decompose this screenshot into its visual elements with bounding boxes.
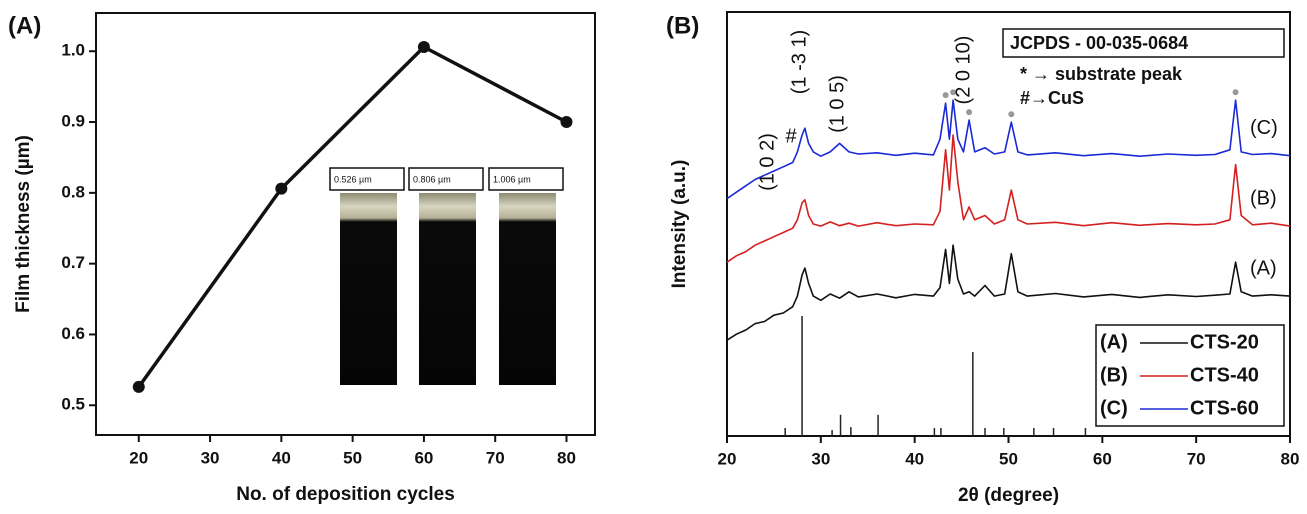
legend-box: [1095, 324, 1285, 427]
y-tick-label: 0.9: [61, 112, 85, 131]
x-tick-label: 70: [486, 448, 505, 467]
inset-label: 1.006 µm: [493, 174, 531, 184]
x-tick-label: 60: [414, 448, 433, 467]
panel-label: (A): [8, 12, 41, 39]
legend-tag: (A): [1100, 331, 1128, 353]
annotation: #: [785, 125, 797, 147]
x-tick-label: 40: [905, 449, 924, 468]
curve-label: (B): [1250, 187, 1277, 209]
y-tick-label: 1.0: [61, 41, 85, 60]
x-tick-label: 80: [1281, 449, 1300, 468]
inset-image: [499, 193, 556, 385]
plot-frame: [95, 12, 596, 436]
legend-label: CTS-40: [1190, 364, 1259, 386]
substrate-marker: [966, 109, 973, 116]
inset-image: [419, 193, 476, 385]
key-entry: * → substrate peak: [1020, 64, 1183, 84]
substrate-marker: [1232, 89, 1239, 96]
reference-card-box: [1002, 28, 1285, 58]
legend-tag: (B): [1100, 364, 1128, 386]
substrate-marker: [1008, 111, 1015, 118]
annotation: (2 0 10): [952, 36, 974, 105]
y-tick-label: 0.8: [61, 182, 85, 201]
xrd-pattern: [726, 134, 1291, 263]
inset-label-box: [488, 167, 564, 191]
x-axis-title: No. of deposition cycles: [236, 484, 455, 505]
x-tick-label: 20: [129, 448, 148, 467]
y-axis-title: Film thickness (µm): [13, 135, 34, 313]
x-axis-title: 2θ (degree): [958, 485, 1059, 506]
annotation: (1 -3 1): [788, 30, 810, 94]
inset-label: 0.806 µm: [413, 174, 451, 184]
y-tick-label: 0.6: [61, 324, 85, 343]
point: [132, 380, 145, 393]
x-tick-label: 70: [1187, 449, 1206, 468]
substrate-marker: [942, 92, 949, 99]
xrd-pattern: [726, 244, 1291, 341]
point: [417, 40, 430, 53]
inset-label: 0.526 µm: [334, 174, 372, 184]
y-tick-label: 0.7: [61, 253, 85, 272]
x-tick-label: 60: [1093, 449, 1112, 468]
annotation: (1 0 2): [756, 133, 778, 191]
inset-label-box: [408, 167, 484, 191]
substrate-marker: [950, 89, 957, 96]
panel-label: (B): [666, 12, 699, 39]
x-tick-label: 30: [201, 448, 220, 467]
point: [275, 182, 288, 195]
x-tick-label: 30: [811, 449, 830, 468]
legend-tag: (C): [1100, 397, 1128, 419]
x-tick-label: 50: [343, 448, 362, 467]
y-tick-label: 0.5: [61, 395, 85, 414]
x-tick-label: 50: [999, 449, 1018, 468]
curve-label: (A): [1250, 257, 1277, 279]
x-tick-label: 20: [718, 449, 737, 468]
legend-label: CTS-60: [1190, 397, 1259, 419]
annotation: (1 0 5): [826, 75, 848, 133]
y-axis-title: Intensity (a.u.): [669, 160, 690, 289]
xrd-pattern: [726, 99, 1291, 200]
reference-card: JCPDS - 00-035-0684: [1010, 33, 1188, 53]
x-tick-label: 40: [272, 448, 291, 467]
point: [560, 116, 573, 129]
inset-label-box: [329, 167, 405, 191]
legend-label: CTS-20: [1190, 331, 1259, 353]
curve-label: (C): [1250, 117, 1278, 139]
line: [137, 44, 568, 388]
x-tick-label: 80: [557, 448, 576, 467]
key-entry: #→CuS: [1020, 88, 1084, 108]
inset-image: [340, 193, 397, 385]
